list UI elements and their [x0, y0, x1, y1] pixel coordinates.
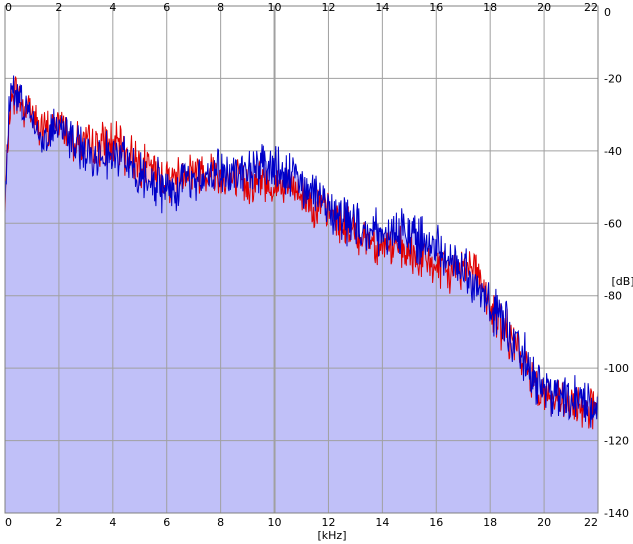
- y-tick-label: -140: [604, 507, 629, 520]
- x-tick-label-top: 12: [321, 1, 335, 14]
- x-tick-label-top: 4: [109, 1, 116, 14]
- x-tick-label-top: 22: [584, 1, 598, 14]
- x-tick-label-top: 0: [5, 1, 12, 14]
- x-tick-label-bottom: 22: [584, 516, 598, 529]
- y-tick-label: -60: [604, 217, 622, 230]
- x-tick-label-bottom: 12: [321, 516, 335, 529]
- x-tick-label-bottom: 14: [375, 516, 389, 529]
- x-tick-label-top: 20: [537, 1, 551, 14]
- x-tick-label-bottom: 8: [217, 516, 224, 529]
- series-lines: [4, 75, 599, 430]
- y-axis-label: [dB]: [611, 275, 633, 288]
- y-tick-label: -40: [604, 145, 622, 158]
- x-tick-label-bottom: 0: [5, 516, 12, 529]
- x-tick-label-bottom: 2: [55, 516, 62, 529]
- x-tick-label-top: 14: [375, 1, 389, 14]
- y-tick-label: 0: [604, 6, 611, 19]
- x-tick-label-bottom: 4: [109, 516, 116, 529]
- y-tick-label: -80: [604, 290, 622, 303]
- x-tick-label-top: 10: [268, 1, 282, 14]
- x-tick-label-top: 18: [483, 1, 497, 14]
- x-tick-label-bottom: 18: [483, 516, 497, 529]
- y-tick-label: -20: [604, 72, 622, 85]
- x-tick-label-top: 6: [163, 1, 170, 14]
- x-tick-label-bottom: 6: [163, 516, 170, 529]
- x-tick-label-top: 16: [429, 1, 443, 14]
- y-tick-label: -100: [604, 362, 629, 375]
- blue-series-line: [4, 75, 599, 428]
- x-tick-label-bottom: 20: [537, 516, 551, 529]
- x-tick-label-bottom: 16: [429, 516, 443, 529]
- x-tick-label-bottom: 10: [268, 516, 282, 529]
- x-tick-label-top: 8: [217, 1, 224, 14]
- x-axis-label: [kHz]: [318, 529, 347, 542]
- x-tick-label-top: 2: [55, 1, 62, 14]
- y-tick-labels: 0 -20 -40 -60 -80 -100 -120 -140: [604, 6, 629, 520]
- plot-frame: [4, 5, 599, 514]
- y-tick-label: -120: [604, 435, 629, 448]
